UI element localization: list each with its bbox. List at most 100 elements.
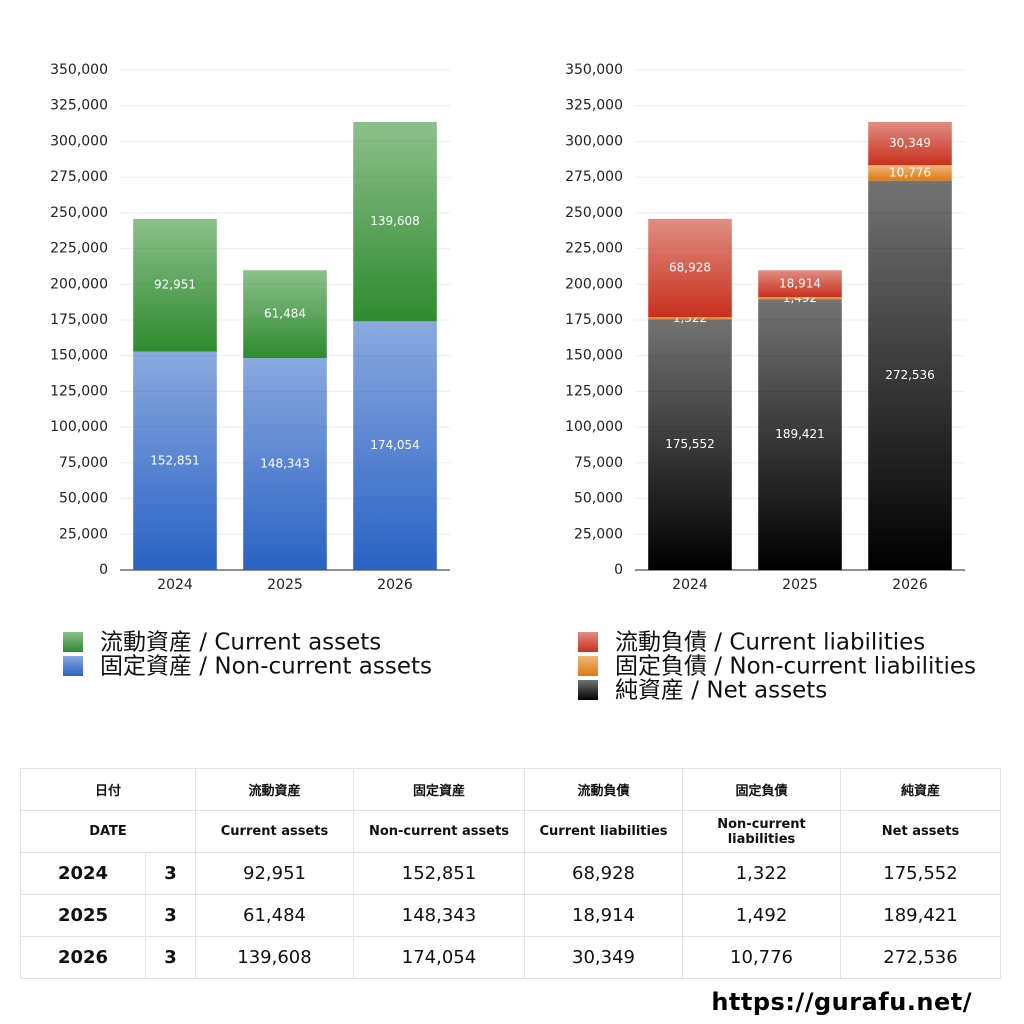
table-cell: 流動資産 [195,768,354,811]
value-label: 18,914 [779,276,821,290]
y-tick-label: 125,000 [565,383,623,399]
y-tick-label: 325,000 [50,98,108,114]
x-tick-label: 2025 [782,577,818,593]
value-label: 68,928 [669,261,711,275]
y-tick-label: 250,000 [50,205,108,221]
bar-segment [133,351,217,570]
y-tick-label: 125,000 [50,383,108,399]
y-tick-label: 225,000 [50,241,108,257]
y-tick-label: 275,000 [50,169,108,185]
y-tick-label: 250,000 [565,205,623,221]
table-cell: 2025 [20,894,146,937]
bar-segment [133,218,217,352]
x-tick-label: 2026 [892,577,928,593]
x-tick-label: 2024 [157,577,193,593]
bar-segment [353,121,437,322]
table-cell: DATE [20,810,196,853]
legend-swatch [63,632,83,652]
table-cell: 日付 [20,768,196,811]
table-cell: 1,492 [682,894,841,937]
y-tick-label: 175,000 [50,312,108,328]
y-tick-label: 275,000 [565,169,623,185]
bar-segment [758,270,842,298]
charts: 0 25,000 50,000 75,000 100,000 125,000 150,000… [50,62,976,704]
y-tick-label: 75,000 [59,455,108,471]
value-label: 92,951 [154,278,196,292]
y-tick-label: 150,000 [565,348,623,364]
table-cell: 61,484 [195,894,354,937]
bar-segment [868,165,952,181]
y-tick-label: 300,000 [565,133,623,149]
value-label: 272,536 [885,368,935,382]
y-tick-label: 0 [614,562,623,578]
y-tick-label: 150,000 [50,348,108,364]
legend-label: 流動負債 / Current liabilities [615,630,925,656]
bar-segment [243,270,327,359]
y-tick-label: 300,000 [50,133,108,149]
table-cell: 272,536 [840,936,1001,979]
legend-label: 固定資産 / Non-current assets [100,654,432,680]
x-tick-label: 2025 [267,577,303,593]
table-cell: 148,343 [353,894,525,937]
y-tick-label: 75,000 [574,455,623,471]
bar-segment [868,121,952,166]
value-label: 30,349 [889,136,931,150]
y-tick-label: 100,000 [565,419,623,435]
table-cell: 139,608 [195,936,354,979]
bar-segment [648,319,732,570]
value-label: 175,552 [665,437,715,451]
y-tick-label: 50,000 [59,491,108,507]
value-label: 10,776 [889,165,931,179]
legend-label: 固定負債 / Non-current liabilities [615,654,976,680]
table-cell: Non-current liabilities [682,810,841,853]
table-cell: 152,851 [353,852,525,895]
y-tick-label: 25,000 [574,526,623,542]
table-cell: Current assets [195,810,354,853]
table-cell: 3 [145,894,196,937]
legend-swatch [578,632,598,652]
y-tick-label: 350,000 [565,62,623,78]
bar-segment [243,358,327,570]
table-cell: 174,054 [353,936,525,979]
table-cell: 3 [145,852,196,895]
table-cell: 175,552 [840,852,1001,895]
footer-url: https://gurafu.net/ [711,988,972,1016]
table-cell: 30,349 [524,936,683,979]
table-cell: 1,322 [682,852,841,895]
table-cell: 68,928 [524,852,683,895]
bar-segment [758,297,842,300]
table-cell: 92,951 [195,852,354,895]
y-tick-label: 200,000 [565,276,623,292]
table-cell: Net assets [840,810,1001,853]
table-cell: Non-current assets [353,810,525,853]
table-cell: 2026 [20,936,146,979]
table-cell: 純資産 [840,768,1001,811]
value-label: 152,851 [150,453,200,467]
y-tick-label: 200,000 [50,276,108,292]
table-cell: 2024 [20,852,146,895]
table-cell: Current liabilities [524,810,683,853]
y-tick-label: 50,000 [574,491,623,507]
table-cell: 18,914 [524,894,683,937]
value-label: 61,484 [264,307,306,321]
bar-segment [353,321,437,570]
value-label: 174,054 [370,438,420,452]
value-label: 148,343 [260,457,310,471]
table-cell: 3 [145,936,196,979]
x-tick-label: 2024 [672,577,708,593]
y-tick-label: 175,000 [565,312,623,328]
value-label: 139,608 [370,214,420,228]
table-cell: 固定負債 [682,768,841,811]
y-tick-label: 225,000 [565,241,623,257]
table-cell: 10,776 [682,936,841,979]
legend-swatch [63,656,83,676]
data-table: 日付 流動資産 固定資産 流動負債 固定負債 純資産 DATE Current assets N… [20,768,1001,979]
y-tick-label: 0 [99,562,108,578]
y-tick-label: 350,000 [50,62,108,78]
table-cell: 流動負債 [524,768,683,811]
bar-segment [868,180,952,571]
legend-label: 純資産 / Net assets [615,678,827,704]
y-tick-label: 100,000 [50,419,108,435]
bar-segment [648,317,732,320]
